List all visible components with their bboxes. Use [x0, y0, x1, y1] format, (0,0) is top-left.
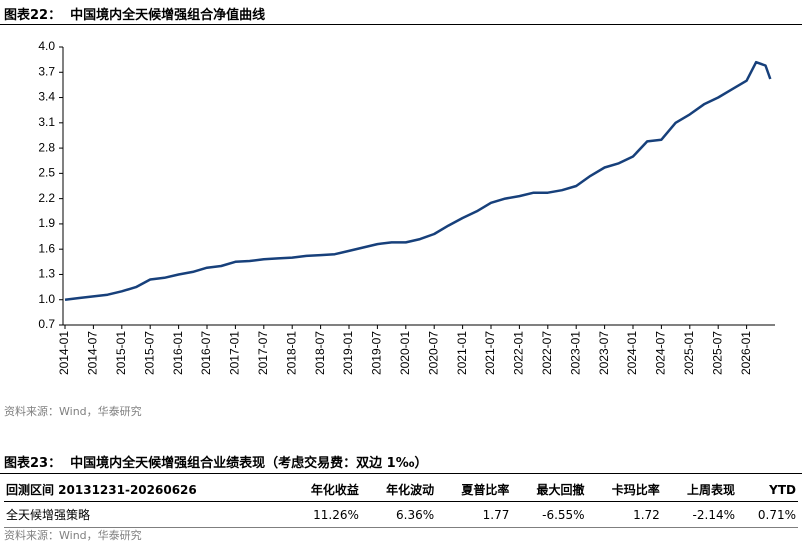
header-cell: 年化波动 — [360, 478, 437, 502]
x-tick-label: 2018-07 — [313, 331, 327, 375]
y-tick-label: 3.1 — [38, 115, 55, 129]
x-tick-label: 2018-01 — [284, 331, 298, 375]
y-tick-label: 2.2 — [38, 191, 55, 205]
x-tick-label: 2019-01 — [341, 331, 355, 375]
x-tick-label: 2020-07 — [426, 331, 440, 375]
header-cell: 上周表现 — [661, 478, 737, 502]
x-tick-label: 2014-01 — [57, 331, 71, 375]
figure-title-text: 中国境内全天候增强组合净值曲线 — [70, 8, 266, 23]
x-tick-label: 2023-01 — [568, 331, 582, 375]
table-cell: 11.26% — [285, 501, 361, 528]
x-tick-label: 2022-01 — [512, 331, 526, 375]
x-tick-label: 2015-07 — [142, 331, 156, 375]
table-title-text: 中国境内全天候增强组合业绩表现（考虑交易费：双边 1‰） — [70, 456, 428, 471]
x-tick-label: 2017-07 — [256, 331, 270, 375]
table-label: 图表23： — [4, 456, 62, 471]
x-tick-label: 2025-07 — [710, 331, 724, 375]
header-cell: 年化收益 — [285, 478, 361, 502]
x-tick-label: 2026-01 — [739, 331, 753, 375]
y-tick-label: 2.5 — [38, 166, 55, 180]
table-cell: 6.36% — [360, 501, 437, 528]
y-tick-label: 1.0 — [38, 292, 55, 306]
table-cell: 全天候增强策略 — [4, 501, 286, 528]
header-cell: 卡玛比率 — [586, 478, 662, 502]
x-tick-label: 2024-07 — [654, 331, 668, 375]
chart: 0.7 1.0 1.3 1.6 1.9 2.2 2.5 2.8 3.1 3.4 3.7 4.0 2014… — [38, 39, 775, 375]
x-tick-label: 2016-01 — [171, 331, 185, 375]
y-tick-label: 3.4 — [38, 90, 55, 104]
x-tick-label: 2014-07 — [86, 331, 100, 375]
figure-label: 图表22： — [4, 8, 62, 23]
rule — [0, 473, 802, 474]
x-tick-label: 2021-07 — [483, 331, 497, 375]
table-source: 资料来源：Wind，华泰研究 — [4, 529, 142, 542]
header-row: 回测区间 20131231-20260626 年化收益 年化波动 夏普比率 最大回撤 卡玛… — [4, 478, 798, 502]
table-cell: 1.77 — [436, 501, 512, 528]
header-cell: 回测区间 20131231-20260626 — [4, 478, 286, 502]
x-tick-label: 2021-01 — [455, 331, 469, 375]
source: 资料来源：Wind，华泰研究 — [4, 405, 142, 418]
header-cell: YTD — [737, 478, 798, 502]
y-tick-label: 1.6 — [38, 241, 55, 255]
x-tick-label: 2015-01 — [114, 331, 128, 375]
net-value-line — [64, 60, 772, 301]
y-tick-label: 1.3 — [38, 267, 55, 281]
x-tick-label: 2016-07 — [199, 331, 213, 375]
header-cell: 最大回撤 — [511, 478, 587, 502]
x-tick-label: 2024-01 — [625, 331, 639, 375]
x-tick-label: 2025-01 — [682, 331, 696, 375]
x-tick-label: 2023-07 — [597, 331, 611, 375]
header-cell: 夏普比率 — [436, 478, 512, 502]
x-tick-label: 2020-01 — [398, 331, 412, 375]
x-tick-label: 2019-07 — [370, 331, 384, 375]
y-tick-label: 2.8 — [38, 140, 55, 154]
y-tick-label: 4.0 — [38, 39, 55, 53]
performance-table: 回测区间 20131231-20260626 年化收益 年化波动 夏普比率 最大回撤 卡玛… — [4, 478, 798, 528]
y-tick-label: 3.7 — [38, 64, 55, 78]
x-tick-label: 2017-01 — [228, 331, 242, 375]
y-tick-label: 0.7 — [38, 317, 55, 331]
y-tick-label: 1.9 — [38, 216, 55, 230]
rule — [0, 24, 802, 25]
table-title: 图表23： 中国境内全天候增强组合业绩表现（考虑交易费：双边 1‰） — [4, 452, 427, 471]
figure-title: 图表22： 中国境内全天候增强组合净值曲线 — [4, 4, 265, 23]
table-cell: -6.55% — [511, 501, 587, 528]
table-row: 全天候增强策略 11.26% 6.36% 1.77 -6.55% 1.72 -2.14% 0.… — [4, 501, 798, 528]
table-cell: 1.72 — [586, 501, 662, 528]
x-tick-label: 2022-07 — [540, 331, 554, 375]
table-cell: 0.71% — [737, 501, 798, 528]
table-cell: -2.14% — [661, 501, 737, 528]
